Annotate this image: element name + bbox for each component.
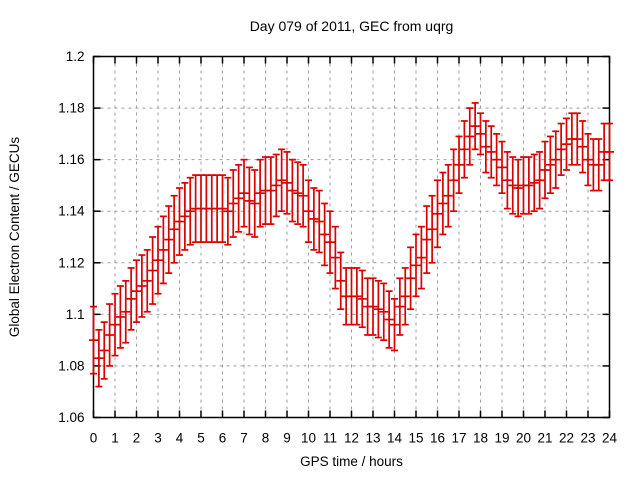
x-tick-label: 22: [559, 431, 574, 446]
y-tick-label: 1.06: [58, 410, 84, 425]
x-tick-label: 21: [537, 431, 552, 446]
x-tick-label: 1: [111, 431, 119, 446]
tick-labels: 0 1 2 3 4 5 6 7 8 9 10 11 12 13 14 15 16 17 18 19 20 21 22 23 24…: [58, 49, 617, 446]
x-tick-label: 13: [365, 431, 380, 446]
x-tick-label: 15: [408, 431, 423, 446]
error-bar-series: [89, 102, 614, 388]
y-tick-label: 1.14: [58, 204, 85, 219]
chart-title: Day 079 of 2011, GEC from uqrg: [250, 18, 454, 34]
y-tick-label: 1.12: [58, 255, 84, 270]
y-tick-label: 1.1: [66, 307, 85, 322]
x-tick-label: 6: [219, 431, 227, 446]
x-tick-label: 18: [473, 431, 488, 446]
x-tick-label: 10: [301, 431, 316, 446]
x-tick-label: 20: [516, 431, 531, 446]
plot-border: [92, 55, 611, 419]
x-tick-label: 11: [323, 431, 337, 446]
x-tick-label: 19: [494, 431, 509, 446]
x-axis-label: GPS time / hours: [300, 454, 403, 469]
x-tick-label: 17: [451, 431, 466, 446]
x-tick-label: 5: [197, 431, 205, 446]
x-tick-label: 4: [176, 431, 184, 446]
x-tick-label: 2: [133, 431, 141, 446]
x-tick-label: 23: [580, 431, 595, 446]
x-tick-label: 7: [240, 431, 248, 446]
gridlines: [93, 56, 610, 418]
x-tick-label: 12: [344, 431, 359, 446]
x-tick-label: 16: [430, 431, 445, 446]
x-tick-label: 3: [154, 431, 162, 446]
y-tick-label: 1.08: [58, 358, 84, 373]
x-tick-label: 24: [602, 431, 618, 446]
x-tick-label: 8: [262, 431, 270, 446]
x-tick-label: 9: [283, 431, 291, 446]
y-tick-label: 1.2: [66, 49, 85, 64]
y-tick-label: 1.16: [58, 152, 84, 167]
y-tick-label: 1.18: [58, 101, 84, 116]
y-axis-label: Global Electron Content / GECUs: [7, 137, 22, 338]
x-tick-label: 0: [90, 431, 98, 446]
x-tick-label: 14: [387, 431, 403, 446]
axes-frame: [92, 55, 611, 419]
axis-ticks: [92, 55, 611, 419]
